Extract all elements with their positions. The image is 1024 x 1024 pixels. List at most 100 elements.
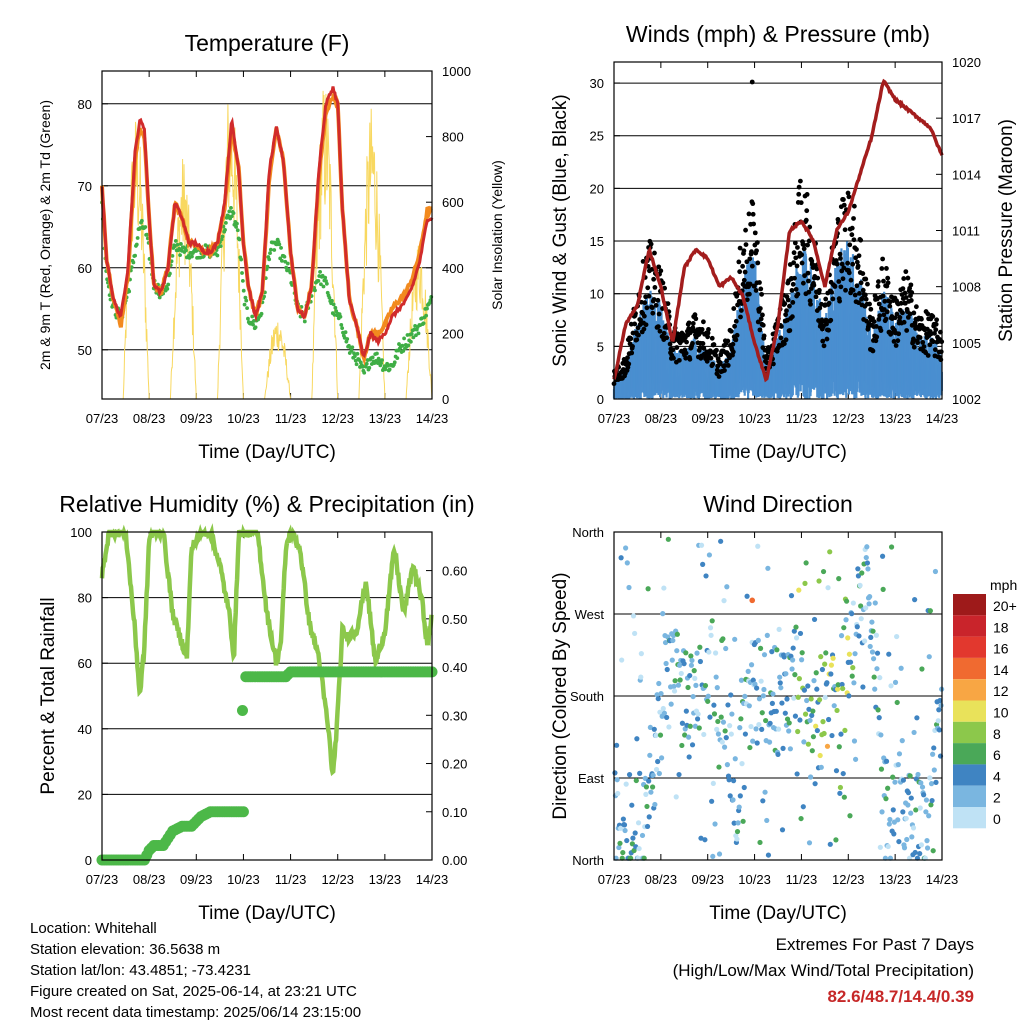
wind_direction-scatter-point	[835, 686, 841, 692]
temperature-dewpoint-point	[240, 271, 244, 275]
winds-gust-point	[857, 291, 862, 296]
temperature-y2tick-label: 800	[442, 130, 464, 145]
winds-gust-point	[737, 245, 743, 251]
winds-gust-point	[879, 266, 885, 271]
wind_direction-scatter-point	[711, 711, 718, 717]
winds-gust-point	[784, 308, 789, 314]
temperature-xtick-label: 08/23	[133, 411, 166, 426]
wind_direction-scatter-point	[818, 764, 824, 770]
wind_direction-scatter-point	[883, 796, 889, 802]
winds-gust-point	[649, 266, 655, 272]
wind_direction-scatter-point	[836, 744, 842, 750]
wind_direction-scatter-point	[856, 633, 862, 639]
winds-gust-point	[755, 319, 761, 325]
wind_direction-xtick-label: 14/23	[926, 872, 959, 887]
wind_direction-scatter-point	[892, 679, 899, 685]
wind_direction-scatter-point	[895, 762, 901, 768]
winds-gust-point	[717, 360, 723, 366]
wind_direction-scatter-point	[792, 713, 799, 719]
temperature-dewpoint-point	[244, 298, 249, 303]
wind_direction-scatter-point	[723, 645, 729, 652]
wind_direction-ytick-label: West	[575, 607, 605, 622]
wind_direction-scatter-point	[879, 809, 885, 815]
wind_direction-scatter-point	[789, 666, 795, 672]
winds-gust-point	[868, 306, 874, 312]
winds-gust-point	[671, 355, 676, 361]
wind_direction-scatter-point	[695, 711, 701, 717]
temperature-dewpoint-point	[411, 335, 416, 340]
wind_direction-scatter-point	[620, 849, 626, 856]
temperature-dewpoint-point	[392, 360, 397, 365]
station-info: Location: Whitehall Station elevation: 3…	[30, 918, 361, 1023]
winds-gust-point	[701, 345, 707, 351]
wind_direction-scatter-point	[721, 598, 727, 604]
wind_direction-xtick-label: 10/23	[738, 872, 771, 887]
humidity-xtick-label: 07/23	[86, 872, 119, 887]
winds-gust-point	[815, 275, 821, 281]
temperature-dewpoint-point	[345, 337, 350, 341]
winds-gust-point	[901, 276, 907, 281]
winds-gust-point	[771, 361, 776, 367]
wind_direction-scatter-point	[879, 553, 886, 559]
winds-gust-point	[713, 352, 719, 358]
winds-xtick-label: 14/23	[926, 411, 959, 426]
winds-gust-point	[798, 200, 804, 206]
winds-gust-point	[741, 248, 747, 254]
wind_direction-scatter-point	[711, 702, 717, 708]
winds-ylabel: Sonic Wind & Gust (Blue, Black)	[550, 94, 571, 366]
wind_direction-scatter-point	[840, 685, 846, 692]
wind_direction-scatter-point	[687, 723, 693, 729]
wind_direction-scatter-point	[827, 841, 833, 847]
wind_direction-scatter-point	[647, 724, 653, 731]
winds-gust-point	[849, 225, 855, 231]
wind_direction-scatter-point	[910, 825, 917, 831]
wind_direction-scatter-point	[766, 739, 773, 745]
winds-gust-point	[854, 283, 860, 289]
wind_direction-scatter-point	[740, 818, 746, 824]
wind_direction-plot-border	[613, 531, 943, 861]
wind_direction-scatter-point	[831, 703, 837, 709]
winds-gust-point	[803, 217, 809, 223]
winds-ytick-label: 5	[597, 339, 604, 354]
winds-gust-point	[710, 361, 716, 367]
winds-gust-point	[741, 277, 747, 283]
wind_direction-scatter-point	[694, 716, 701, 722]
winds-gust-point	[730, 349, 736, 355]
temperature-dewpoint-point	[143, 225, 148, 229]
humidity-precip-point	[237, 806, 249, 818]
temperature-xtick-label: 11/23	[275, 411, 307, 426]
temperature-dewpoint-point	[131, 260, 136, 265]
winds-gust-point	[808, 301, 813, 307]
humidity-xtick-label: 08/23	[133, 872, 166, 887]
wind_direction-scatter-point	[730, 797, 736, 803]
winds-gust-point	[732, 323, 738, 329]
wind_direction-scatter-point	[919, 666, 925, 672]
temperature-xtick-label: 14/23	[416, 411, 449, 426]
wind_direction-scatter-point	[864, 560, 871, 566]
wind_direction-scatter-point	[928, 781, 935, 787]
wind_direction-scatter-point	[914, 715, 920, 721]
wind_direction-scatter-point	[827, 549, 833, 555]
wind_direction-scatter-point	[835, 682, 841, 688]
winds-gust-point	[790, 300, 796, 305]
winds-gust-point	[806, 238, 812, 244]
wind_direction-scatter-point	[674, 648, 680, 654]
wind_direction-scatter-point	[742, 731, 748, 737]
wind_direction-scatter-point	[622, 827, 628, 834]
wind_direction-scatter-point	[639, 832, 646, 839]
wind_direction-scatter-point	[852, 651, 858, 657]
temperature-dewpoint-point	[272, 248, 277, 252]
winds-gust-point	[652, 285, 658, 290]
wind_direction-scatter-point	[635, 820, 642, 826]
winds-gust-point	[881, 312, 887, 318]
winds-gust-max-point	[749, 79, 755, 85]
winds-gust-point	[850, 261, 856, 267]
wind_direction-scatter-point	[824, 743, 831, 749]
wind_direction-scatter-point	[757, 839, 763, 846]
wind_direction-scatter-point	[762, 789, 768, 795]
temperature-dewpoint-point	[316, 278, 321, 283]
winds-gust-point	[878, 328, 884, 333]
temperature-dewpoint-point	[184, 248, 188, 253]
wind_direction-scatter-point	[888, 544, 895, 550]
wind_direction-scatter-point	[623, 545, 629, 551]
